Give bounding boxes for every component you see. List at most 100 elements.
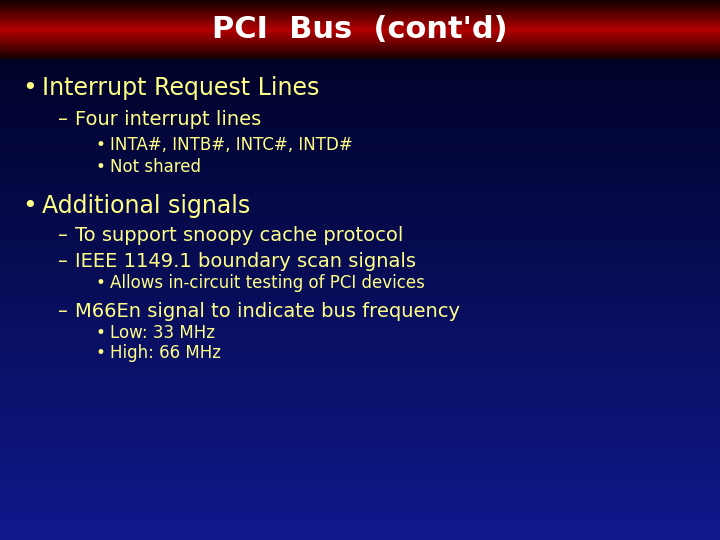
Text: M66En signal to indicate bus frequency: M66En signal to indicate bus frequency — [75, 302, 460, 321]
Bar — [0, 4, 720, 8]
Bar — [0, 326, 720, 329]
Bar — [0, 288, 720, 292]
Text: Interrupt Request Lines: Interrupt Request Lines — [42, 76, 320, 100]
Bar — [0, 49, 720, 50]
Bar — [0, 1, 720, 3]
Text: –: – — [58, 110, 68, 129]
Text: •: • — [22, 76, 37, 100]
Bar — [0, 147, 720, 151]
Bar — [0, 39, 720, 41]
Bar — [0, 363, 720, 367]
Bar — [0, 280, 720, 284]
Bar — [0, 48, 720, 49]
Bar — [0, 69, 720, 73]
Bar — [0, 83, 720, 86]
Bar — [0, 17, 720, 18]
Bar — [0, 44, 720, 45]
Bar — [0, 399, 720, 402]
Bar — [0, 174, 720, 178]
Bar — [0, 15, 720, 17]
Bar — [0, 12, 720, 14]
Bar — [0, 466, 720, 470]
Bar — [0, 223, 720, 227]
Bar — [0, 531, 720, 535]
Bar — [0, 380, 720, 383]
Bar — [0, 417, 720, 421]
Bar — [0, 35, 720, 37]
Bar — [0, 26, 720, 30]
Bar — [0, 50, 720, 52]
Bar — [0, 517, 720, 521]
Bar — [0, 39, 720, 43]
Text: –: – — [58, 302, 68, 321]
Bar — [0, 453, 720, 456]
Bar — [0, 28, 720, 30]
Bar — [0, 112, 720, 116]
Bar — [0, 24, 720, 25]
Bar — [0, 407, 720, 410]
Bar — [0, 180, 720, 184]
Bar — [0, 390, 720, 394]
Bar — [0, 1, 720, 2]
Bar — [0, 166, 720, 170]
Text: •: • — [95, 136, 105, 154]
Bar — [0, 55, 720, 56]
Bar — [0, 36, 720, 38]
Bar — [0, 296, 720, 300]
Bar — [0, 258, 720, 262]
Bar — [0, 5, 720, 7]
Bar — [0, 53, 720, 55]
Bar — [0, 120, 720, 124]
Text: •: • — [95, 344, 105, 362]
Bar — [0, 50, 720, 54]
Bar — [0, 118, 720, 122]
Bar — [0, 420, 720, 424]
Bar — [0, 4, 720, 6]
Bar — [0, 382, 720, 386]
Bar — [0, 2, 720, 5]
Bar — [0, 156, 720, 159]
Bar — [0, 201, 720, 205]
Bar — [0, 56, 720, 58]
Bar — [0, 46, 720, 48]
Bar — [0, 355, 720, 359]
Bar — [0, 16, 720, 17]
Bar — [0, 18, 720, 20]
Bar — [0, 32, 720, 34]
Bar — [0, 212, 720, 216]
Bar — [0, 7, 720, 11]
Bar — [0, 234, 720, 238]
Text: To support snoopy cache protocol: To support snoopy cache protocol — [75, 226, 403, 245]
Bar — [0, 66, 720, 70]
Bar — [0, 55, 720, 57]
Bar — [0, 207, 720, 211]
Bar — [0, 88, 720, 92]
Bar — [0, 99, 720, 103]
Bar — [0, 269, 720, 273]
Bar — [0, 498, 720, 502]
Bar — [0, 10, 720, 11]
Bar — [0, 507, 720, 510]
Bar — [0, 285, 720, 289]
Text: Low: 33 MHz: Low: 33 MHz — [110, 324, 215, 342]
Bar — [0, 75, 720, 78]
Bar — [0, 110, 720, 113]
Bar — [0, 131, 720, 135]
Text: Allows in-circuit testing of PCI devices: Allows in-circuit testing of PCI devices — [110, 274, 425, 292]
Bar — [0, 40, 720, 42]
Bar — [0, 226, 720, 230]
Bar — [0, 23, 720, 24]
Bar — [0, 474, 720, 478]
Bar — [0, 183, 720, 186]
Bar — [0, 255, 720, 259]
Bar — [0, 247, 720, 251]
Bar — [0, 412, 720, 416]
Bar — [0, 30, 720, 32]
Bar — [0, 366, 720, 370]
Bar — [0, 164, 720, 167]
Bar — [0, 80, 720, 84]
Bar — [0, 12, 720, 14]
Bar — [0, 485, 720, 489]
Bar — [0, 16, 720, 18]
Bar — [0, 469, 720, 472]
